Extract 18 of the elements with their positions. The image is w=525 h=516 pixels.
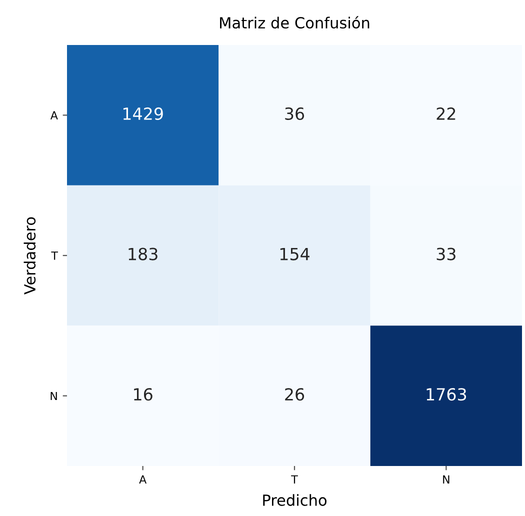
chart-title: Matriz de Confusión xyxy=(220,16,370,29)
y-tick-label: A xyxy=(50,111,58,120)
y-axis-title: Verdadero xyxy=(24,217,36,294)
data-label: 33 xyxy=(436,248,456,260)
data-label: 36 xyxy=(285,107,304,120)
y-tick-label: T xyxy=(51,252,58,260)
data-label: 1429 xyxy=(123,107,163,120)
x-axis-title: Predicho xyxy=(263,494,326,506)
y-tick-label: N xyxy=(50,392,57,400)
x-tick-label: T xyxy=(291,475,298,484)
x-tick-label: N xyxy=(443,475,450,484)
data-label: 183 xyxy=(128,248,158,260)
data-label: 154 xyxy=(280,248,310,260)
data-label: 22 xyxy=(436,107,456,120)
data-label: 26 xyxy=(285,388,304,401)
x-tick-label: A xyxy=(139,475,147,484)
data-label: 1763 xyxy=(426,388,466,401)
data-label: 16 xyxy=(134,388,152,401)
